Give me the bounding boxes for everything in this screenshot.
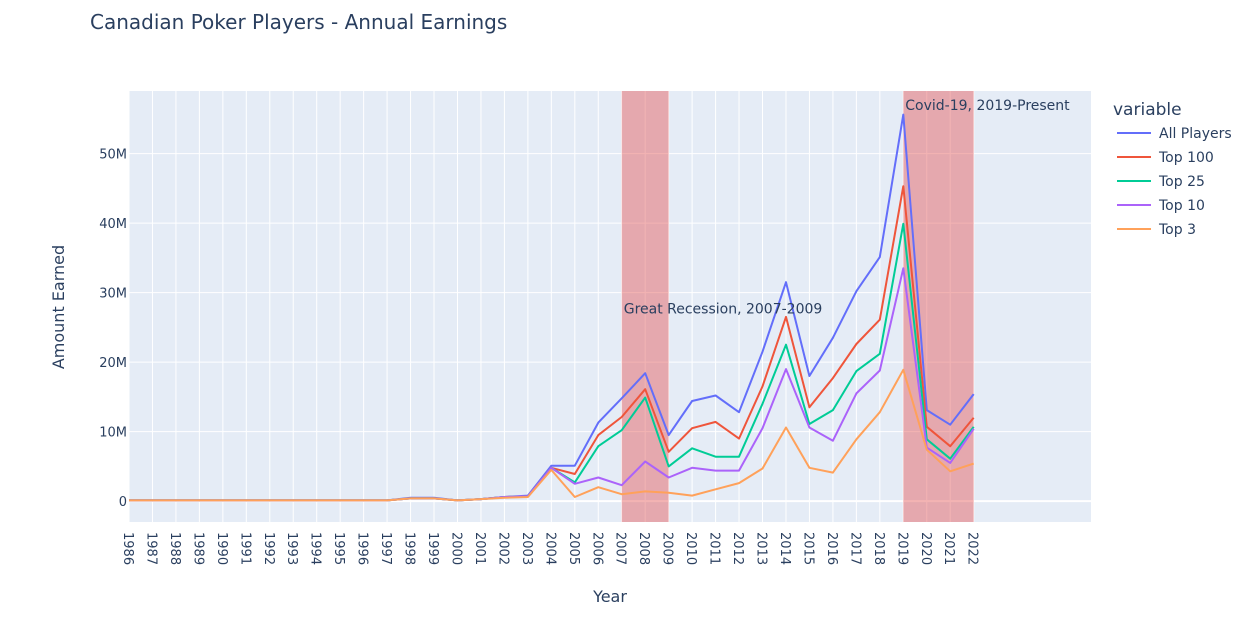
- x-tick-label: 2004: [542, 532, 557, 565]
- x-tick-label: 1992: [261, 532, 276, 565]
- gridlines: [128, 91, 1091, 522]
- shaded-region: [903, 91, 974, 522]
- legend-item: Top 10: [1158, 198, 1205, 214]
- legend-item: Top 100: [1158, 150, 1214, 166]
- x-tick-label: 1998: [402, 532, 417, 565]
- y-tick-label: 50M: [99, 148, 127, 163]
- y-axis-ticks: 0 10M 20M 30M 40M 50M: [99, 148, 127, 511]
- x-tick-label: 2000: [449, 532, 464, 565]
- x-tick-label: 2001: [472, 532, 487, 565]
- x-tick-label: 1986: [120, 532, 135, 565]
- legend-item: Top 25: [1158, 174, 1205, 190]
- x-tick-label: 2014: [777, 532, 792, 565]
- y-tick-label: 20M: [99, 356, 127, 371]
- x-tick-label: 1988: [167, 532, 182, 565]
- series-lines: [129, 113, 975, 502]
- x-tick-label: 2019: [894, 532, 909, 565]
- x-tick-label: 2013: [754, 532, 769, 565]
- y-tick-label: 0: [119, 495, 127, 510]
- y-tick-label: 10M: [99, 426, 127, 441]
- x-axis-title: Year: [592, 587, 627, 606]
- x-tick-label: 2006: [589, 532, 604, 565]
- x-tick-label: 2015: [800, 532, 815, 565]
- x-tick-label: 1987: [144, 532, 159, 565]
- x-tick-label: 1994: [308, 532, 323, 565]
- x-tick-label: 2022: [965, 532, 980, 565]
- legend[interactable]: variable All Players Top 100 Top 25 Top 10 T…: [1113, 100, 1232, 238]
- x-tick-label: 2018: [871, 532, 886, 565]
- x-tick-label: 2021: [941, 532, 956, 565]
- x-tick-label: 1991: [237, 532, 252, 565]
- x-tick-label: 1993: [284, 532, 299, 565]
- x-tick-label: 2011: [707, 532, 722, 565]
- x-axis-ticks: 1986 1987 1988 1989 1990 1991 1992 1993 1994 1995…: [120, 532, 980, 565]
- shaded-region: [621, 91, 669, 522]
- x-tick-label: 2008: [636, 532, 651, 565]
- x-tick-label: 1989: [190, 532, 205, 565]
- x-tick-label: 2005: [566, 532, 581, 565]
- annotations: Great Recession, 2007-2009 Covid-19, 2019…: [624, 98, 1070, 317]
- legend-item: Top 3: [1158, 222, 1196, 238]
- legend-title: variable: [1113, 100, 1182, 120]
- x-tick-label: 1996: [355, 532, 370, 565]
- x-tick-label: 1995: [331, 532, 346, 565]
- annotation-great-recession: Great Recession, 2007-2009: [624, 301, 823, 317]
- series-line-top-3: [129, 368, 975, 502]
- chart-title: Canadian Poker Players - Annual Earnings: [90, 10, 507, 34]
- x-tick-label: 2020: [918, 532, 933, 565]
- y-tick-label: 40M: [99, 217, 127, 232]
- y-axis-title: Amount Earned: [49, 245, 68, 369]
- x-tick-label: 2017: [847, 532, 862, 565]
- x-tick-label: 1990: [214, 532, 229, 565]
- x-tick-label: 2009: [660, 532, 675, 565]
- x-tick-label: 2010: [683, 532, 698, 565]
- legend-item: All Players: [1159, 126, 1232, 142]
- x-tick-label: 1999: [425, 532, 440, 565]
- x-tick-label: 2002: [495, 532, 510, 565]
- annotation-covid: Covid-19, 2019-Present: [905, 98, 1070, 114]
- x-tick-label: 2007: [613, 532, 628, 565]
- x-tick-label: 2003: [519, 532, 534, 565]
- y-tick-label: 30M: [99, 287, 127, 302]
- x-tick-label: 2012: [730, 532, 745, 565]
- x-tick-label: 1997: [378, 532, 393, 565]
- x-tick-label: 2016: [824, 532, 839, 565]
